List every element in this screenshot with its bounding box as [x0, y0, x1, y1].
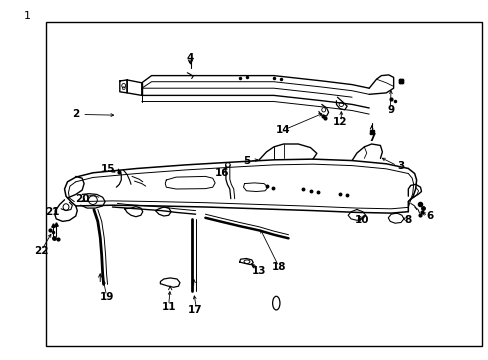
Text: 11: 11 — [161, 302, 176, 312]
Text: 21: 21 — [45, 207, 60, 217]
Text: 12: 12 — [332, 117, 346, 127]
Text: 16: 16 — [215, 168, 229, 178]
Text: 2: 2 — [72, 109, 79, 120]
Text: 5: 5 — [243, 156, 250, 166]
Text: 19: 19 — [99, 292, 114, 302]
Text: 22: 22 — [34, 246, 49, 256]
Bar — [46, 22, 481, 346]
Text: 9: 9 — [387, 105, 394, 115]
Text: 4: 4 — [185, 53, 193, 63]
Text: 15: 15 — [100, 164, 115, 174]
Text: 7: 7 — [367, 132, 375, 143]
Text: 1: 1 — [23, 11, 30, 21]
Text: 10: 10 — [354, 215, 368, 225]
Text: 13: 13 — [251, 266, 266, 276]
Text: 20: 20 — [75, 194, 89, 204]
Text: 17: 17 — [188, 305, 203, 315]
Text: 3: 3 — [397, 161, 404, 171]
Text: 8: 8 — [404, 215, 411, 225]
Text: 18: 18 — [271, 262, 285, 272]
Text: 14: 14 — [276, 125, 290, 135]
Text: 6: 6 — [426, 211, 433, 221]
